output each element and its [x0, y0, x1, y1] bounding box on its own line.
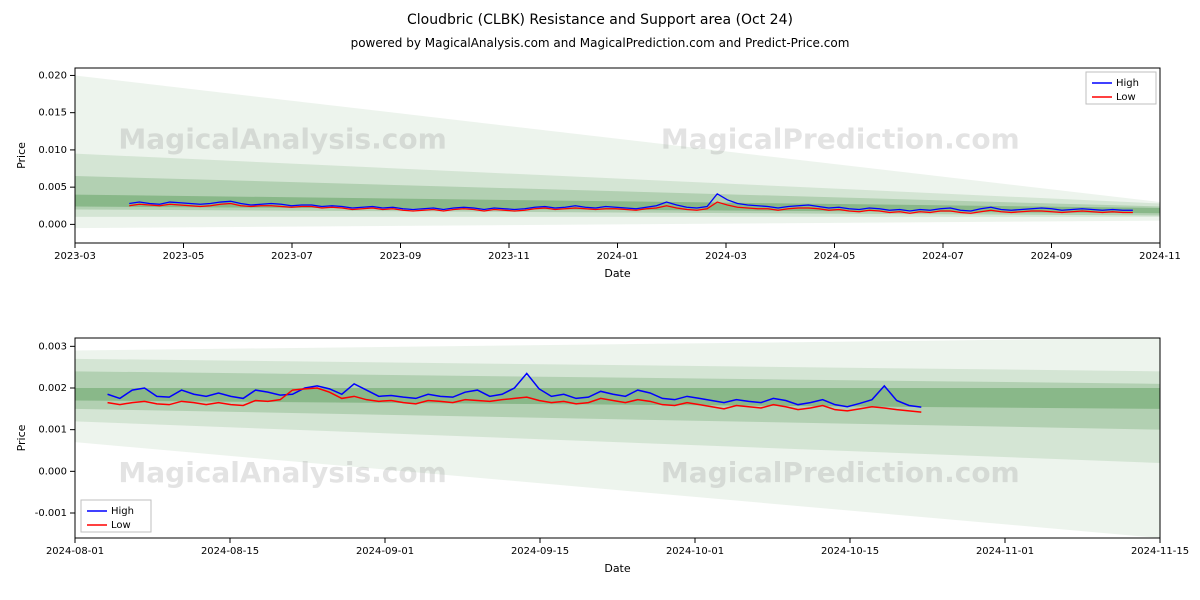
- svg-text:2023-05: 2023-05: [163, 251, 205, 262]
- svg-text:2023-11: 2023-11: [488, 251, 530, 262]
- svg-text:2024-10-15: 2024-10-15: [821, 546, 879, 557]
- svg-text:0.003: 0.003: [38, 341, 67, 352]
- svg-text:2023-07: 2023-07: [271, 251, 313, 262]
- svg-text:Date: Date: [604, 562, 631, 575]
- svg-text:2024-09: 2024-09: [1031, 251, 1073, 262]
- svg-text:MagicalPrediction.com: MagicalPrediction.com: [661, 123, 1020, 156]
- svg-text:0.002: 0.002: [38, 383, 67, 394]
- svg-text:0.000: 0.000: [38, 466, 67, 477]
- svg-text:0.010: 0.010: [38, 145, 67, 156]
- svg-text:2024-11-01: 2024-11-01: [976, 546, 1034, 557]
- svg-text:MagicalAnalysis.com: MagicalAnalysis.com: [118, 456, 446, 489]
- svg-text:0.020: 0.020: [38, 70, 67, 81]
- svg-text:2024-11-15: 2024-11-15: [1131, 546, 1189, 557]
- svg-text:0.015: 0.015: [38, 108, 67, 119]
- svg-text:2023-09: 2023-09: [380, 251, 422, 262]
- svg-text:0.000: 0.000: [38, 219, 67, 230]
- svg-text:Price: Price: [15, 142, 28, 169]
- svg-text:2024-10-01: 2024-10-01: [666, 546, 724, 557]
- svg-text:0.005: 0.005: [38, 182, 67, 193]
- svg-text:2024-05: 2024-05: [814, 251, 856, 262]
- svg-text:2024-01: 2024-01: [597, 251, 639, 262]
- svg-text:High: High: [111, 506, 134, 517]
- svg-text:2024-07: 2024-07: [922, 251, 964, 262]
- svg-text:MagicalAnalysis.com: MagicalAnalysis.com: [118, 123, 446, 156]
- svg-text:2024-08-01: 2024-08-01: [46, 546, 104, 557]
- svg-text:-0.001: -0.001: [35, 508, 67, 519]
- svg-text:2024-08-15: 2024-08-15: [201, 546, 259, 557]
- svg-text:Price: Price: [15, 424, 28, 451]
- svg-text:Low: Low: [111, 520, 131, 531]
- svg-text:2024-03: 2024-03: [705, 251, 747, 262]
- svg-text:2024-09-01: 2024-09-01: [356, 546, 414, 557]
- svg-text:2024-11: 2024-11: [1139, 251, 1181, 262]
- svg-text:Date: Date: [604, 267, 631, 280]
- svg-text:2023-03: 2023-03: [54, 251, 96, 262]
- top-chart: 0.000 0.005 0.010 0.015 0.020 Price 2023-03 202…: [0, 0, 1200, 600]
- svg-text:MagicalPrediction.com: MagicalPrediction.com: [661, 456, 1020, 489]
- svg-text:0.001: 0.001: [38, 425, 67, 436]
- svg-text:Low: Low: [1116, 92, 1136, 103]
- svg-text:2024-09-15: 2024-09-15: [511, 546, 569, 557]
- svg-text:High: High: [1116, 78, 1139, 89]
